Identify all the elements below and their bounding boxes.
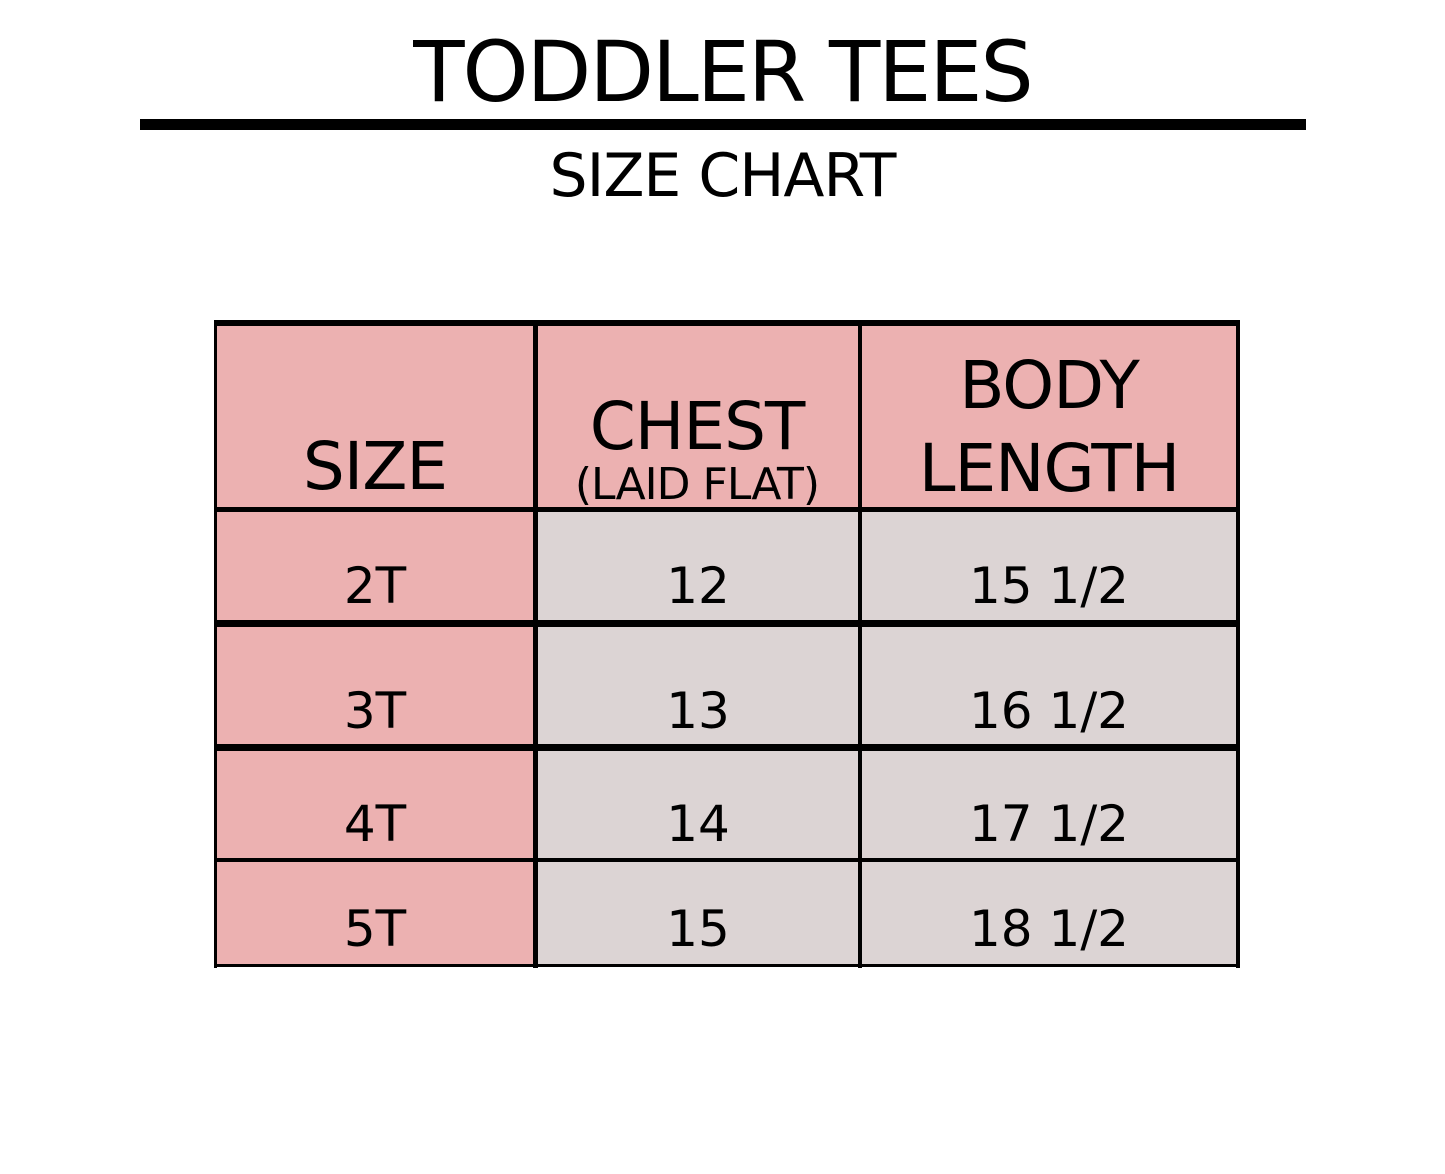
row-divider [214,620,1240,627]
chart-subtitle: SIZE CHART [549,141,897,211]
cell-value: 3T [343,682,407,740]
table-cell-size: 3T [216,622,534,747]
table-right-border [1236,320,1240,968]
cell-value: 15 [666,900,730,958]
cell-value: 14 [666,795,730,853]
table-cell-chest: 12 [537,510,859,622]
table-left-border [214,320,217,968]
header-chest-note: (LAID FLAT) [574,459,820,510]
title-divider [140,119,1306,130]
table-cell-body-length: 18 1/2 [861,860,1237,965]
table-cell-body-length: 15 1/2 [861,510,1237,622]
table-cell-body-length: 16 1/2 [861,622,1237,747]
header-chest-label: CHEST [589,388,806,465]
table-cell-body-length: 17 1/2 [861,747,1237,860]
size-table: SIZE CHEST (LAID FLAT) BODY LENGTH 2T 12 1… [214,320,1240,968]
table-cell-size: 4T [216,747,534,860]
cell-value: 2T [343,557,407,615]
chart-title: TODDLER TEES [413,23,1034,121]
column-divider-2 [858,320,862,968]
table-cell-size: 5T [216,860,534,965]
header-size-label: SIZE [302,428,448,505]
table-cell-chest: 14 [537,747,859,860]
header-body-length: BODY LENGTH [861,326,1237,508]
cell-value: 5T [343,900,407,958]
header-body-line1: BODY [959,347,1140,424]
cell-value: 13 [666,682,730,740]
row-divider [214,858,1240,862]
header-size: SIZE [216,326,534,508]
cell-value: 12 [666,557,730,615]
column-divider-1 [533,320,538,968]
table-cell-chest: 13 [537,622,859,747]
cell-value: 16 1/2 [969,682,1129,740]
header-chest: CHEST (LAID FLAT) [536,326,858,508]
cell-value: 15 1/2 [969,557,1129,615]
header-bottom-border [214,507,1240,512]
cell-value: 18 1/2 [969,900,1129,958]
table-cell-chest: 15 [537,860,859,965]
row-divider [214,744,1240,751]
cell-value: 4T [343,795,407,853]
table-top-border [214,320,1240,326]
cell-value: 17 1/2 [969,795,1129,853]
table-bottom-border [214,964,1240,967]
header-body-line2: LENGTH [918,430,1181,507]
table-cell-size: 2T [216,510,534,622]
